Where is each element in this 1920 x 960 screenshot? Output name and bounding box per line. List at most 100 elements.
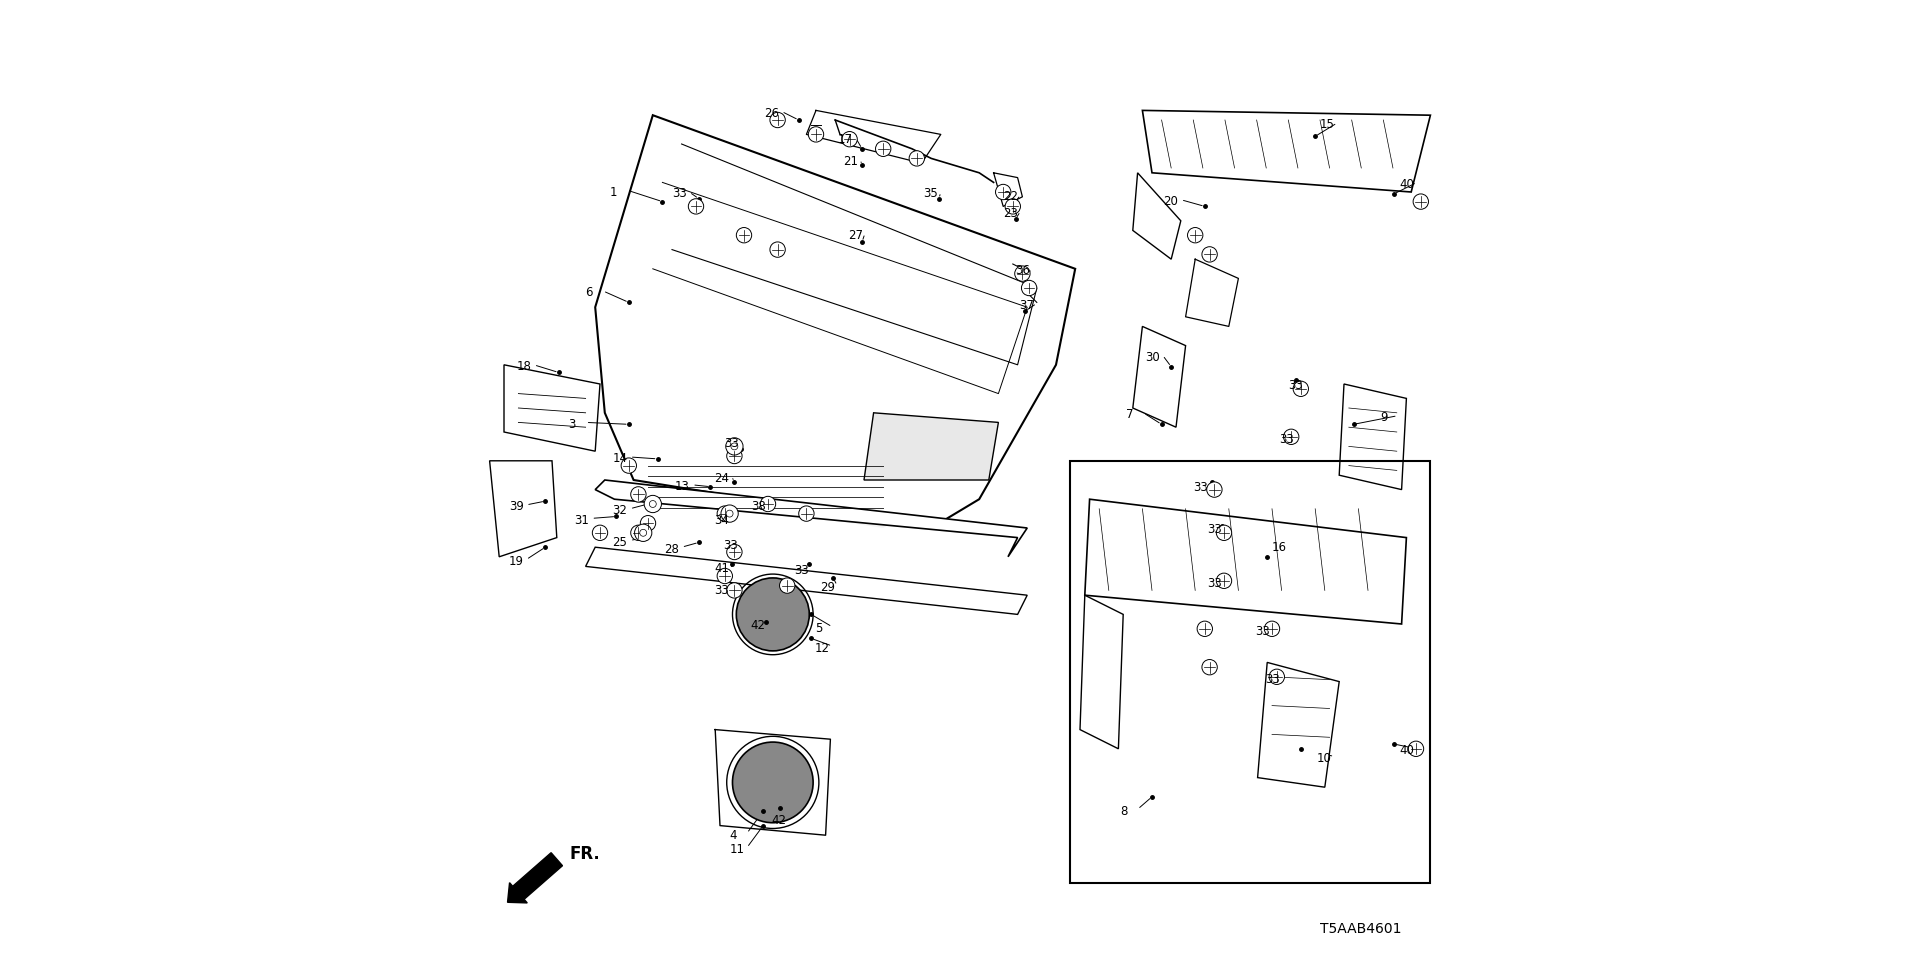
Text: 17: 17 [837, 132, 852, 146]
Text: 19: 19 [509, 555, 524, 568]
Circle shape [1407, 741, 1425, 756]
Polygon shape [1258, 662, 1340, 787]
Polygon shape [595, 115, 1075, 528]
Text: 33: 33 [714, 584, 730, 597]
Text: 40: 40 [1400, 744, 1415, 757]
Text: 29: 29 [820, 581, 835, 594]
Text: 31: 31 [574, 514, 589, 527]
Text: 42: 42 [770, 814, 785, 828]
Circle shape [722, 505, 737, 522]
Polygon shape [864, 413, 998, 480]
Text: 33: 33 [724, 437, 739, 450]
Polygon shape [503, 365, 599, 451]
Text: 13: 13 [676, 480, 689, 493]
Circle shape [1187, 228, 1202, 243]
Circle shape [1413, 194, 1428, 209]
Text: 33: 33 [722, 539, 737, 552]
Text: 6: 6 [586, 286, 593, 300]
Circle shape [1269, 669, 1284, 684]
Polygon shape [1133, 326, 1185, 427]
Circle shape [718, 506, 732, 521]
Circle shape [1014, 266, 1029, 281]
Circle shape [622, 458, 636, 473]
Circle shape [770, 242, 785, 257]
Text: 33: 33 [672, 187, 687, 201]
Circle shape [1208, 482, 1223, 497]
Circle shape [996, 184, 1010, 200]
Text: FR.: FR. [568, 846, 601, 863]
Text: 20: 20 [1164, 195, 1179, 208]
Circle shape [1006, 199, 1021, 214]
Text: 23: 23 [1002, 206, 1018, 220]
Text: 18: 18 [516, 360, 532, 373]
Circle shape [726, 544, 741, 560]
Text: 33: 33 [1279, 433, 1294, 446]
Circle shape [1202, 660, 1217, 675]
Circle shape [732, 443, 737, 450]
FancyArrow shape [507, 852, 563, 903]
Circle shape [591, 525, 607, 540]
Text: 10: 10 [1317, 752, 1332, 765]
Circle shape [732, 742, 814, 823]
Polygon shape [490, 461, 557, 557]
Text: 33: 33 [1208, 577, 1221, 590]
Circle shape [689, 199, 703, 214]
Circle shape [1217, 573, 1233, 588]
Circle shape [718, 568, 732, 584]
Circle shape [630, 487, 645, 502]
Text: 5: 5 [814, 622, 822, 636]
Circle shape [639, 529, 647, 537]
Text: 28: 28 [664, 542, 680, 556]
Text: 38: 38 [751, 500, 766, 514]
Text: 40: 40 [1400, 178, 1415, 191]
Text: 3: 3 [568, 418, 576, 431]
Text: 26: 26 [764, 107, 780, 120]
Text: 21: 21 [843, 155, 858, 168]
Text: 16: 16 [1271, 540, 1286, 554]
Circle shape [1202, 247, 1217, 262]
Text: 33: 33 [1192, 481, 1208, 494]
Text: 34: 34 [714, 514, 730, 527]
Circle shape [1283, 429, 1298, 444]
Circle shape [641, 516, 655, 531]
Circle shape [634, 524, 653, 541]
Circle shape [1217, 525, 1233, 540]
Text: 9: 9 [1380, 411, 1388, 424]
Text: 25: 25 [612, 536, 628, 549]
Polygon shape [1133, 173, 1181, 259]
Text: 36: 36 [1014, 264, 1029, 277]
Circle shape [630, 525, 645, 540]
Circle shape [1294, 381, 1309, 396]
Text: 33: 33 [1256, 625, 1269, 638]
Text: 32: 32 [612, 504, 628, 517]
Circle shape [1198, 621, 1213, 636]
Text: 15: 15 [1321, 118, 1334, 132]
Polygon shape [595, 480, 1027, 557]
Text: 39: 39 [509, 500, 524, 514]
Polygon shape [586, 547, 1027, 614]
Text: 33: 33 [1208, 523, 1221, 537]
Text: 4: 4 [730, 828, 737, 842]
Circle shape [770, 112, 785, 128]
Text: 33: 33 [795, 564, 808, 577]
Circle shape [910, 151, 924, 166]
Circle shape [726, 438, 743, 455]
Circle shape [799, 506, 814, 521]
Polygon shape [1142, 110, 1430, 192]
Text: 33: 33 [1265, 673, 1281, 686]
Circle shape [1263, 621, 1279, 636]
Circle shape [843, 132, 856, 147]
Circle shape [735, 578, 810, 651]
Circle shape [1021, 280, 1037, 296]
Circle shape [726, 583, 741, 598]
Polygon shape [1085, 499, 1405, 624]
Circle shape [726, 510, 733, 517]
Circle shape [643, 495, 660, 513]
Text: 8: 8 [1121, 804, 1127, 818]
Circle shape [876, 141, 891, 156]
Text: 14: 14 [612, 452, 628, 466]
Text: 7: 7 [1125, 408, 1133, 421]
Circle shape [726, 448, 741, 464]
Circle shape [760, 496, 776, 512]
Circle shape [808, 127, 824, 142]
